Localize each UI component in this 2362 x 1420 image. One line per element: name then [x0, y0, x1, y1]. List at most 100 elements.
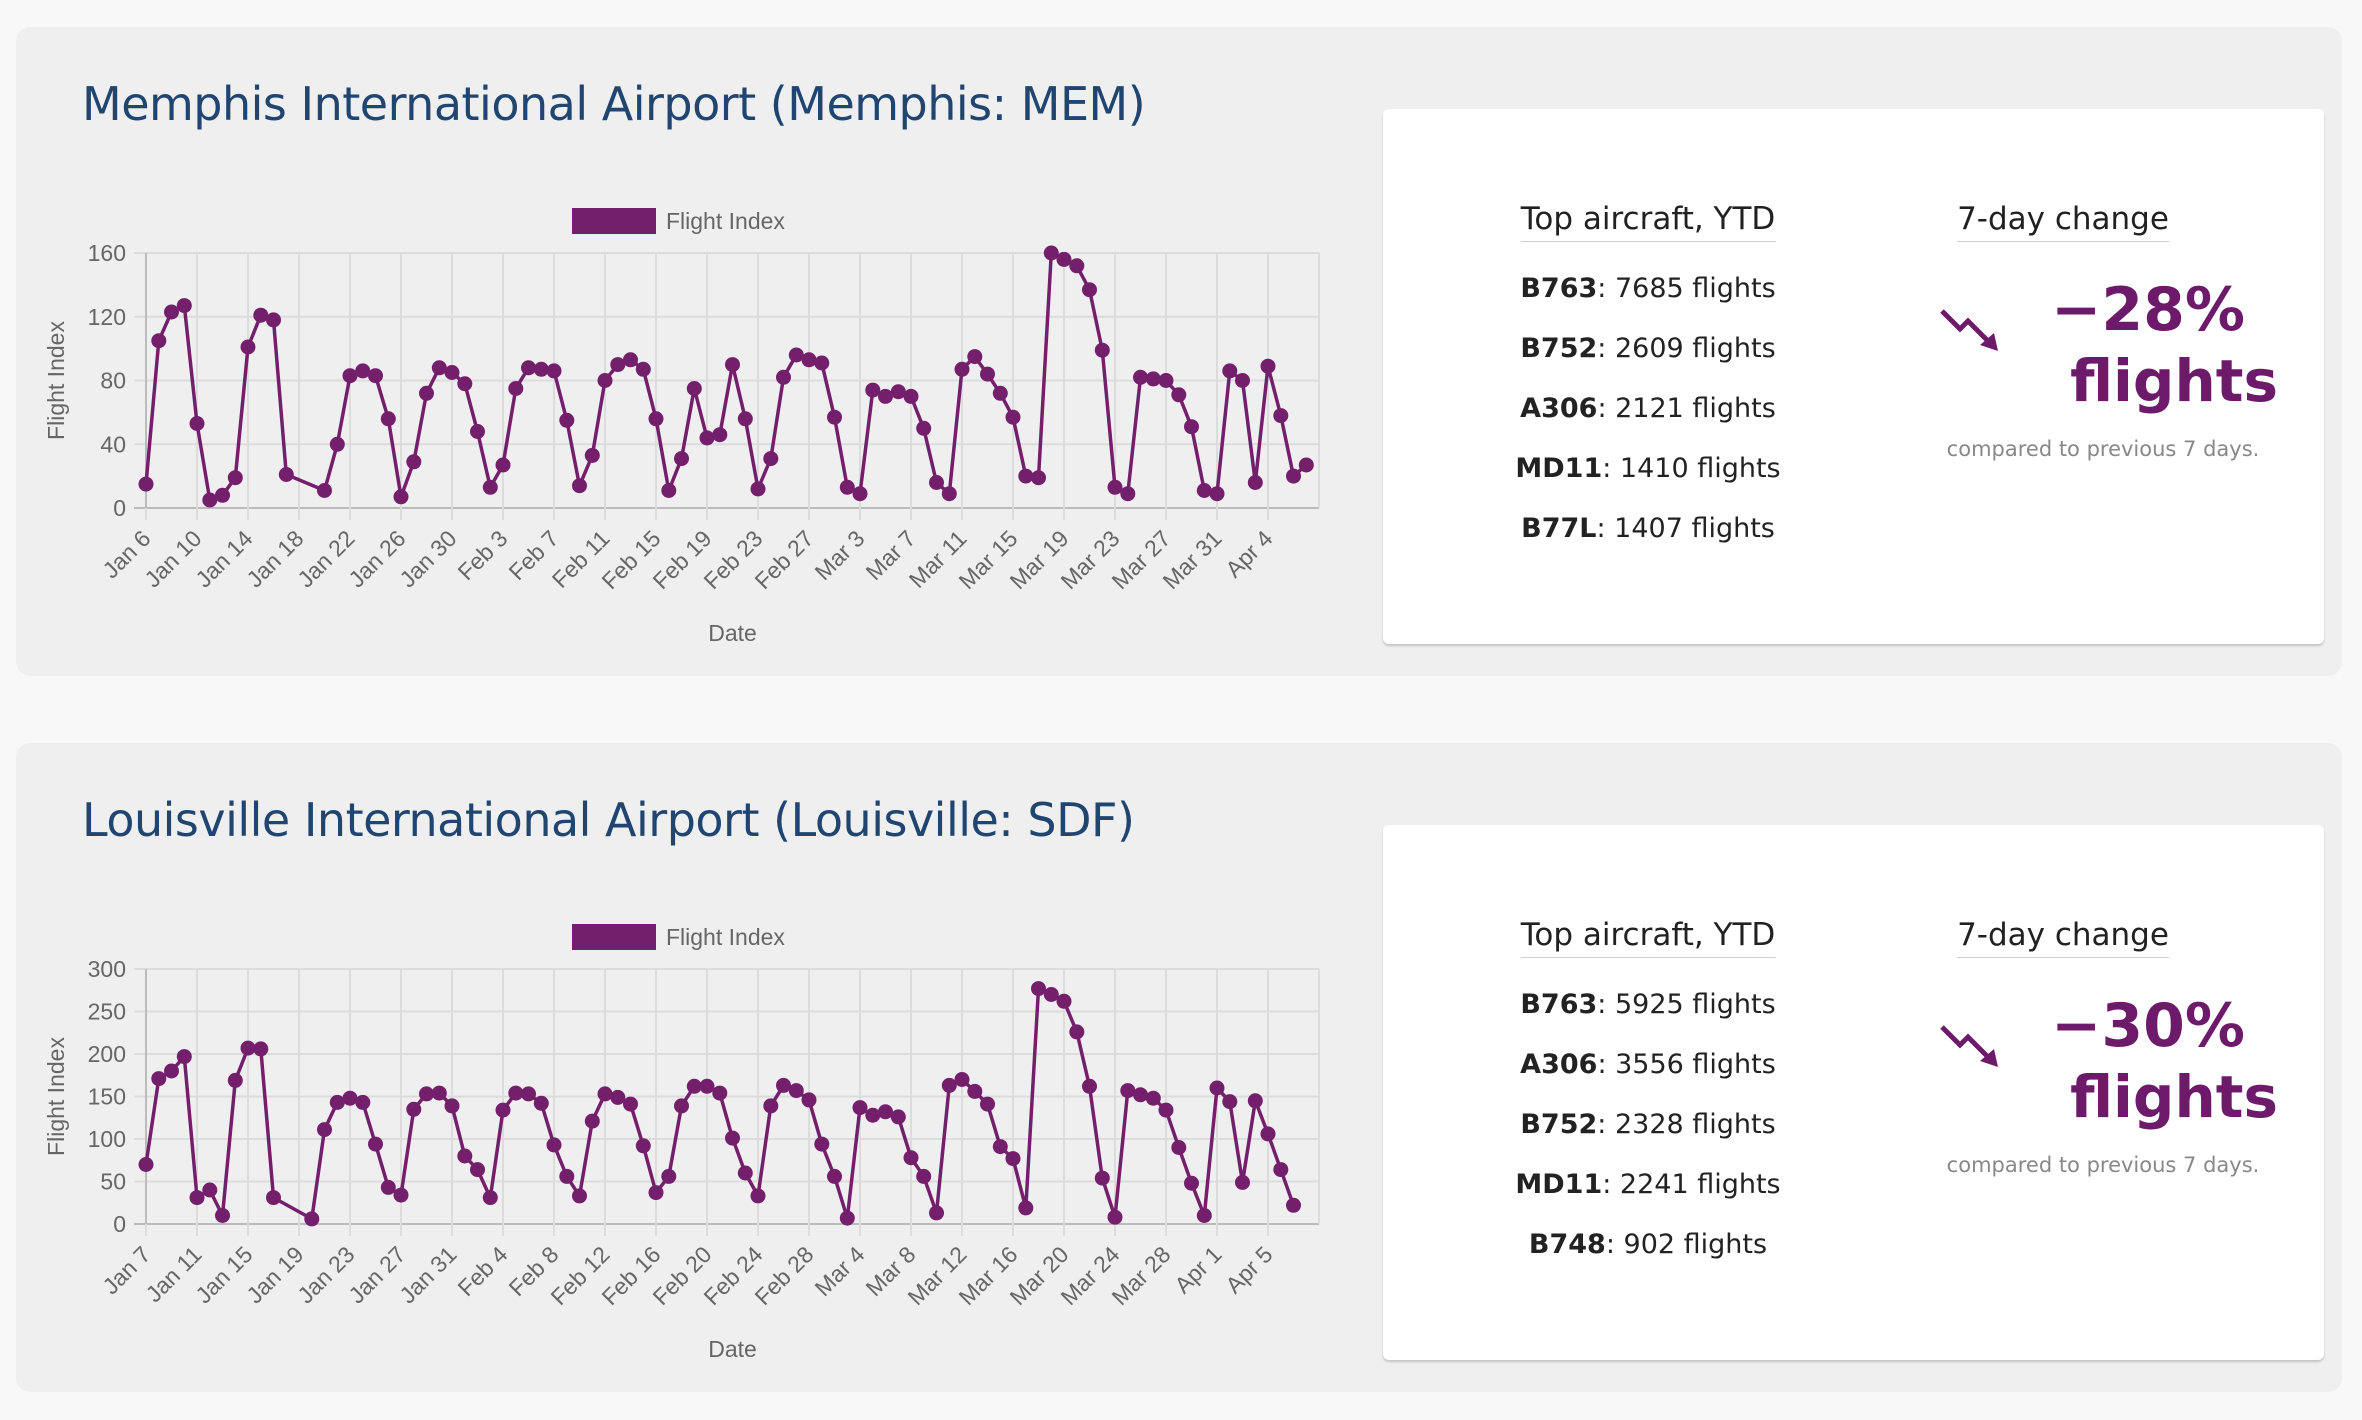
data-point — [954, 361, 970, 377]
data-point — [419, 1086, 434, 1102]
data-point — [1171, 1140, 1187, 1155]
data-point — [1196, 483, 1212, 498]
data-point — [865, 1107, 881, 1123]
x-tick-label: Apr 1 — [1169, 1241, 1226, 1298]
data-point — [992, 385, 1008, 401]
data-point — [368, 1136, 383, 1152]
aircraft-item: B752: 2609 flights — [1520, 333, 1776, 364]
data-point — [584, 447, 600, 463]
data-point — [801, 1092, 817, 1108]
data-point — [839, 1210, 855, 1226]
y-axis-title: Flight Index — [43, 321, 69, 440]
data-point — [176, 1049, 192, 1065]
data-point — [648, 1185, 664, 1201]
data-point — [368, 368, 383, 384]
legend-swatch — [572, 208, 656, 234]
top-aircraft-header: Top aircraft, YTD — [1520, 201, 1776, 242]
change-caption: compared to previous 7 days. — [1946, 437, 2260, 461]
chart-legend: Flight Index — [572, 924, 785, 950]
data-point — [253, 1041, 269, 1057]
data-point — [189, 416, 205, 431]
data-point — [1107, 1209, 1123, 1225]
data-point — [215, 487, 230, 503]
change-value: −28% — [2051, 275, 2245, 345]
x-tick-label: Apr 5 — [1220, 1241, 1277, 1298]
data-point — [393, 1187, 409, 1203]
data-point — [725, 1130, 740, 1146]
data-point — [151, 1071, 167, 1087]
airport-title: Louisville International Airport (Louisv… — [82, 793, 1135, 847]
data-point — [712, 1085, 728, 1101]
data-point — [215, 1208, 230, 1223]
data-point — [801, 352, 817, 368]
change-value: −30% — [2051, 991, 2245, 1061]
y-tick-label: 50 — [100, 1169, 126, 1195]
data-point — [406, 454, 422, 470]
data-point — [852, 486, 868, 502]
data-point — [1286, 1197, 1301, 1213]
data-point — [521, 360, 536, 376]
data-point — [610, 1089, 626, 1105]
data-point — [776, 1077, 791, 1093]
y-tick-label: 80 — [100, 368, 126, 394]
data-point — [967, 349, 983, 365]
legend-label: Flight Index — [666, 924, 785, 950]
data-point — [151, 333, 167, 349]
aircraft-item: B748: 902 flights — [1528, 1229, 1768, 1260]
data-point — [572, 1188, 587, 1204]
data-point — [597, 1086, 613, 1102]
data-point — [431, 1085, 447, 1101]
data-point — [406, 1101, 422, 1117]
data-point — [814, 1136, 830, 1152]
data-point — [1018, 1200, 1034, 1216]
change-unit: flights — [2070, 1063, 2278, 1131]
y-tick-label: 150 — [88, 1084, 126, 1110]
data-point — [317, 1122, 332, 1138]
data-point — [674, 451, 689, 467]
data-point — [1082, 282, 1097, 298]
data-point — [1196, 1208, 1212, 1223]
data-point — [1120, 486, 1136, 502]
data-point — [941, 486, 957, 502]
data-point — [878, 388, 893, 404]
data-point — [903, 1150, 919, 1166]
data-point — [788, 347, 804, 363]
data-point — [1247, 475, 1263, 490]
data-point — [329, 1094, 345, 1110]
data-point — [482, 479, 498, 495]
x-tick-label: Mar 28 — [1107, 1241, 1176, 1310]
data-point — [1133, 1087, 1148, 1103]
data-point — [546, 1137, 562, 1153]
data-point — [954, 1072, 970, 1087]
data-point — [508, 381, 524, 396]
data-point — [482, 1190, 498, 1206]
seven-day-change-header: 7-day change — [1957, 201, 2169, 242]
data-point — [138, 1157, 154, 1172]
x-tick-label: Feb 28 — [750, 1241, 819, 1310]
data-point — [827, 1168, 842, 1184]
data-point — [355, 363, 371, 379]
y-tick-label: 200 — [88, 1041, 126, 1067]
x-tick-label: Jan 27 — [343, 1241, 410, 1308]
trending-down-icon — [1940, 1025, 1998, 1067]
top-aircraft-header: Top aircraft, YTD — [1520, 917, 1776, 958]
data-point — [941, 1077, 957, 1093]
data-point — [1158, 373, 1174, 388]
data-point — [890, 1109, 906, 1125]
data-point — [635, 361, 651, 377]
x-tick-label: Feb 27 — [750, 525, 819, 594]
y-tick-label: 100 — [88, 1126, 126, 1152]
data-point — [470, 1162, 485, 1178]
y-axis-title: Flight Index — [43, 1037, 69, 1156]
data-point — [686, 381, 702, 396]
aircraft-item: B763: 5925 flights — [1520, 989, 1776, 1020]
data-point — [1273, 1162, 1289, 1178]
data-point — [648, 411, 664, 427]
data-point — [470, 424, 485, 439]
data-point — [266, 312, 281, 328]
data-point — [457, 1148, 473, 1164]
data-point — [546, 363, 562, 379]
data-point — [521, 1086, 536, 1102]
data-point — [1171, 387, 1187, 403]
data-point — [278, 467, 294, 482]
